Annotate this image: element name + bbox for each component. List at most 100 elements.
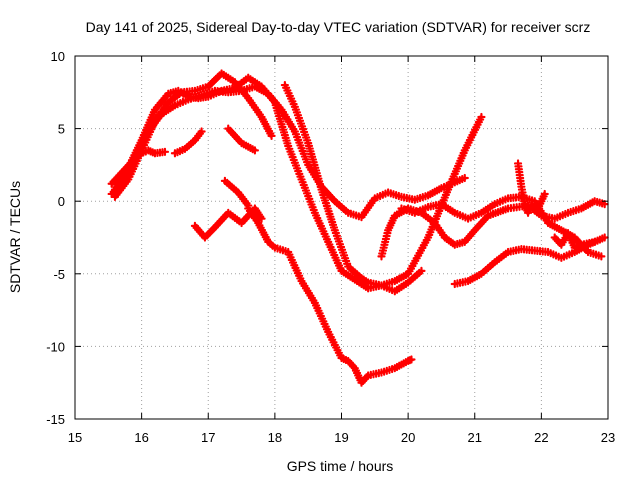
- data-point: [320, 188, 323, 191]
- data-point: [580, 243, 583, 247]
- data-point: [566, 231, 570, 235]
- x-tick-label: 21: [468, 430, 482, 445]
- series-markers: [224, 124, 259, 155]
- data-point: [603, 236, 606, 239]
- data-point: [110, 182, 113, 186]
- data-point: [256, 221, 260, 225]
- series-arc-o: [550, 229, 599, 252]
- data-point: [466, 217, 470, 220]
- data-point: [153, 151, 157, 155]
- data-point: [400, 195, 403, 199]
- data-point: [340, 356, 343, 360]
- data-point: [193, 89, 197, 93]
- data-point: [113, 195, 117, 199]
- data-point: [586, 250, 590, 254]
- data-point: [246, 96, 250, 100]
- data-point: [340, 269, 343, 273]
- data-point: [520, 247, 523, 251]
- data-point: [240, 221, 243, 225]
- data-point: [127, 178, 130, 181]
- data-point: [300, 178, 303, 181]
- data-point: [366, 287, 370, 290]
- data-point: [380, 255, 383, 258]
- data-point: [480, 115, 483, 119]
- data-point: [360, 276, 363, 280]
- data-point: [526, 211, 530, 215]
- data-point: [186, 95, 190, 98]
- data-point: [480, 211, 483, 215]
- data-point: [410, 358, 413, 361]
- y-tick-label: -15: [46, 412, 65, 427]
- data-point: [573, 246, 576, 249]
- data-point: [393, 214, 397, 218]
- data-point: [286, 250, 290, 254]
- data-point: [183, 147, 187, 151]
- data-point: [233, 86, 237, 90]
- series-arc-f: [224, 124, 259, 155]
- data-point: [220, 89, 223, 93]
- data-point: [533, 249, 537, 252]
- data-point: [226, 127, 230, 130]
- data-point: [400, 207, 403, 210]
- data-point: [536, 207, 540, 210]
- x-tick-label: 17: [201, 430, 215, 445]
- data-point: [553, 217, 556, 220]
- chart-title: Day 141 of 2025, Sidereal Day-to-day VTE…: [86, 19, 591, 35]
- data-point: [326, 240, 330, 244]
- data-point: [206, 85, 210, 88]
- x-tick-label: 22: [534, 430, 548, 445]
- data-point: [306, 163, 310, 167]
- data-point: [380, 371, 383, 374]
- data-point: [373, 196, 377, 200]
- data-point: [153, 120, 157, 123]
- data-point: [530, 204, 533, 207]
- data-series: [107, 69, 609, 387]
- x-tick-label: 20: [401, 430, 415, 445]
- series-markers: [220, 176, 253, 210]
- data-point: [386, 191, 390, 194]
- data-point: [506, 196, 510, 200]
- data-point: [440, 186, 443, 190]
- data-point: [393, 289, 397, 293]
- series-arc-i: [220, 176, 253, 210]
- y-tick-label: 0: [58, 194, 65, 209]
- data-point: [326, 330, 330, 334]
- data-point: [146, 149, 150, 152]
- data-point: [406, 272, 410, 276]
- data-point: [493, 202, 497, 206]
- data-point: [520, 185, 523, 188]
- x-tick-label: 19: [334, 430, 348, 445]
- data-point: [386, 228, 390, 232]
- data-point: [466, 279, 470, 283]
- data-point: [393, 279, 397, 283]
- data-point: [163, 150, 167, 154]
- data-point: [223, 179, 227, 183]
- series-arc-j: [244, 204, 416, 387]
- data-point: [253, 207, 257, 210]
- data-point: [600, 255, 603, 258]
- data-point: [560, 256, 563, 260]
- y-tick-label: -10: [46, 339, 65, 354]
- x-tick-label: 23: [601, 430, 615, 445]
- data-point: [266, 240, 270, 244]
- data-point: [140, 138, 143, 142]
- data-point: [533, 199, 537, 203]
- data-point: [426, 194, 430, 197]
- series-arc-b: [110, 69, 276, 201]
- data-point: [406, 281, 410, 284]
- data-point: [293, 130, 297, 133]
- data-point: [360, 381, 363, 385]
- series-markers: [110, 73, 426, 296]
- axis-ticks: 15 16 17 18 19 20 21 22 23 -15 -10 -5 0 5 10: [46, 49, 615, 445]
- data-point: [366, 281, 370, 284]
- data-point: [440, 202, 443, 206]
- data-point: [516, 162, 520, 165]
- data-point: [566, 211, 570, 215]
- data-point: [473, 228, 477, 232]
- data-point: [346, 211, 350, 215]
- data-point: [346, 359, 350, 363]
- data-point: [240, 141, 243, 145]
- data-point: [173, 104, 177, 107]
- data-point: [433, 221, 437, 225]
